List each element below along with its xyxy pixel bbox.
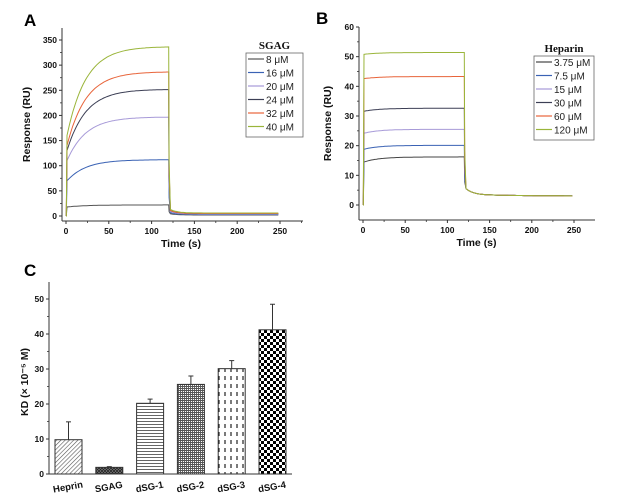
y-tick-label: 100 bbox=[43, 161, 57, 171]
y-tick-label: 30 bbox=[345, 111, 355, 121]
x-tick-label: 150 bbox=[187, 226, 201, 236]
y-tick-label: 0 bbox=[52, 211, 57, 221]
x-tick-label: 50 bbox=[400, 225, 410, 235]
x-tick-label: 250 bbox=[567, 225, 581, 235]
x-tick-label: 0 bbox=[64, 226, 69, 236]
y-tick-label: 50 bbox=[48, 186, 58, 196]
series-line bbox=[362, 52, 573, 206]
y-tick-label: 200 bbox=[43, 110, 57, 120]
y-tick-label: 60 bbox=[345, 22, 355, 32]
bar bbox=[258, 329, 287, 475]
legend-entry: 16 μM bbox=[266, 69, 294, 80]
legend-entry: 120 μM bbox=[554, 126, 588, 137]
panel-label-a: A bbox=[24, 11, 36, 30]
y-tick-label: 250 bbox=[43, 85, 57, 95]
panel-b-chart: 0 10 20 30 40 50 60 0 50 100 150 200 250 Time (s) Resp… bbox=[322, 22, 595, 249]
x-axis-title: Time (s) bbox=[161, 238, 201, 250]
legend-entry: 30 μM bbox=[554, 99, 582, 110]
panel-label-c: C bbox=[24, 261, 36, 280]
y-tick-label: 50 bbox=[345, 52, 355, 62]
bar bbox=[217, 368, 246, 475]
y-tick-label: 150 bbox=[43, 136, 57, 146]
bar bbox=[136, 402, 165, 475]
series-line bbox=[362, 156, 573, 206]
legend-entry: 15 μM bbox=[554, 85, 582, 96]
legend-entry: 7.5 μM bbox=[554, 72, 585, 83]
x-tick-label: 200 bbox=[230, 226, 244, 236]
x-tick-label: 50 bbox=[104, 226, 114, 236]
y-tick-label: 0 bbox=[39, 469, 44, 479]
legend: SGAG 8 μM 16 μM 20 μM 24 μM 32 μM 40 μM bbox=[245, 40, 304, 138]
legend-entry: 24 μM bbox=[266, 96, 294, 107]
legend: Heparin 3.75 μM 7.5 μM 15 μM 30 μM 60 μM 120 μ… bbox=[533, 43, 595, 141]
bar bbox=[95, 466, 124, 475]
category-label: dSG-2 bbox=[176, 480, 205, 496]
y-tick-label: 10 bbox=[35, 434, 45, 444]
y-tick-label: 50 bbox=[35, 294, 45, 304]
legend-box bbox=[245, 52, 304, 138]
y-axis-title: KD (× 10⁻⁵ M) bbox=[19, 348, 31, 416]
x-tick-label: 100 bbox=[145, 226, 159, 236]
y-tick-label: 300 bbox=[43, 60, 57, 70]
bar bbox=[176, 383, 205, 475]
category-label: dSG-3 bbox=[217, 480, 246, 496]
legend-entry: 40 μM bbox=[266, 123, 294, 134]
y-tick-label: 30 bbox=[35, 364, 45, 374]
series-line bbox=[65, 46, 279, 217]
x-tick-label: 150 bbox=[483, 225, 497, 235]
x-tick-label: 200 bbox=[525, 225, 539, 235]
y-tick-label: 350 bbox=[43, 35, 57, 45]
legend-title: Heparin bbox=[544, 43, 583, 55]
panel-label-b: B bbox=[316, 9, 328, 28]
category-label: dSG-4 bbox=[257, 480, 287, 496]
y-tick-label: 40 bbox=[345, 81, 355, 91]
legend-title: SGAG bbox=[259, 40, 291, 52]
panel-a-chart: 0 50 100 150 200 250 300 350 0 50 100 150 200 250 Time… bbox=[21, 28, 304, 250]
legend-box bbox=[533, 55, 595, 141]
y-tick-label: 20 bbox=[345, 141, 355, 151]
y-axis-title: Response (RU) bbox=[21, 87, 33, 162]
category-label: SGAG bbox=[94, 480, 123, 496]
legend-entry: 8 μM bbox=[266, 55, 288, 66]
legend-entry: 3.75 μM bbox=[554, 58, 590, 69]
panel-c-chart: 0 10 20 30 40 50 KD (× 10⁻⁵ M) Heprin SGAG dSG-1 d… bbox=[19, 282, 292, 496]
legend-entry: 20 μM bbox=[266, 82, 294, 93]
y-tick-label: 0 bbox=[349, 200, 354, 210]
series-line bbox=[362, 128, 573, 206]
x-tick-label: 0 bbox=[361, 225, 366, 235]
x-axis-title: Time (s) bbox=[456, 237, 496, 249]
y-tick-label: 10 bbox=[345, 170, 355, 180]
bar bbox=[54, 439, 83, 475]
x-tick-label: 250 bbox=[273, 226, 287, 236]
y-tick-label: 20 bbox=[35, 399, 45, 409]
y-tick-label: 40 bbox=[35, 329, 45, 339]
category-label: dSG-1 bbox=[135, 480, 165, 496]
y-axis-title: Response (RU) bbox=[322, 86, 334, 161]
legend-entry: 60 μM bbox=[554, 112, 582, 123]
category-label: Heprin bbox=[52, 479, 84, 495]
series-line bbox=[65, 159, 279, 217]
legend-entry: 32 μM bbox=[266, 109, 294, 120]
x-tick-label: 100 bbox=[440, 225, 454, 235]
